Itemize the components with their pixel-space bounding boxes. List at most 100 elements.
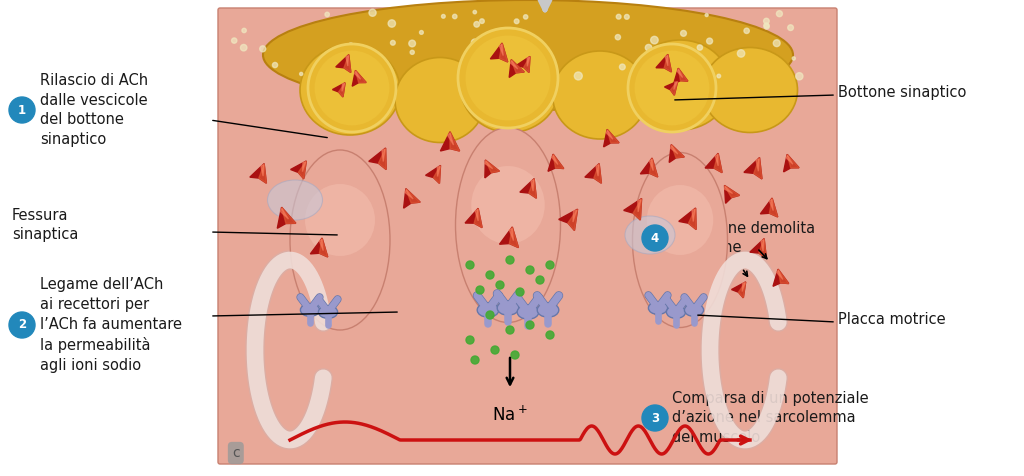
Polygon shape <box>692 209 695 221</box>
Polygon shape <box>259 164 266 183</box>
Polygon shape <box>298 161 306 178</box>
Circle shape <box>793 57 796 60</box>
Polygon shape <box>761 198 777 217</box>
Polygon shape <box>688 208 696 229</box>
Circle shape <box>574 72 583 80</box>
Ellipse shape <box>702 48 798 132</box>
Polygon shape <box>553 154 564 169</box>
Polygon shape <box>500 227 518 248</box>
Polygon shape <box>724 186 732 194</box>
Ellipse shape <box>477 303 499 317</box>
Circle shape <box>670 55 676 60</box>
Circle shape <box>508 33 515 40</box>
Polygon shape <box>731 282 745 298</box>
Polygon shape <box>528 178 537 198</box>
Polygon shape <box>516 57 530 72</box>
Polygon shape <box>725 186 739 203</box>
Polygon shape <box>671 146 678 154</box>
Polygon shape <box>336 55 351 72</box>
Polygon shape <box>510 60 518 69</box>
Polygon shape <box>714 153 722 173</box>
Circle shape <box>388 20 395 27</box>
Polygon shape <box>485 160 500 173</box>
Polygon shape <box>282 207 296 223</box>
Polygon shape <box>754 158 762 179</box>
Polygon shape <box>437 166 440 177</box>
Ellipse shape <box>395 58 485 142</box>
Polygon shape <box>484 160 500 178</box>
Circle shape <box>764 23 769 28</box>
Ellipse shape <box>267 180 323 220</box>
Polygon shape <box>715 154 718 166</box>
Polygon shape <box>649 159 653 170</box>
Polygon shape <box>787 154 799 168</box>
Polygon shape <box>769 198 777 217</box>
Polygon shape <box>674 82 677 89</box>
Circle shape <box>717 74 721 78</box>
Circle shape <box>458 28 558 128</box>
Circle shape <box>536 276 544 284</box>
Polygon shape <box>342 83 345 91</box>
Polygon shape <box>756 159 759 171</box>
Polygon shape <box>742 283 745 291</box>
Polygon shape <box>678 68 688 81</box>
Circle shape <box>690 69 693 72</box>
Ellipse shape <box>290 150 390 330</box>
Circle shape <box>506 326 514 334</box>
Circle shape <box>776 10 782 17</box>
Circle shape <box>698 59 702 63</box>
Circle shape <box>652 68 656 71</box>
Polygon shape <box>665 81 678 95</box>
Polygon shape <box>250 164 266 183</box>
Polygon shape <box>509 227 518 248</box>
Circle shape <box>390 40 395 45</box>
Text: Bottone sinaptico: Bottone sinaptico <box>838 85 967 99</box>
Circle shape <box>654 76 659 81</box>
Text: ACh viene demolita
dall’AChe: ACh viene demolita dall’AChe <box>672 220 815 256</box>
Circle shape <box>369 9 376 16</box>
Text: c: c <box>232 446 240 460</box>
Circle shape <box>764 18 769 24</box>
Polygon shape <box>302 162 306 172</box>
Polygon shape <box>607 129 620 143</box>
Polygon shape <box>761 239 764 251</box>
Circle shape <box>314 50 389 125</box>
Circle shape <box>473 10 476 14</box>
Circle shape <box>466 36 551 120</box>
Polygon shape <box>344 55 351 72</box>
Circle shape <box>486 271 494 279</box>
Polygon shape <box>509 60 524 78</box>
Circle shape <box>546 261 554 269</box>
Polygon shape <box>674 68 688 84</box>
Polygon shape <box>725 186 739 198</box>
Circle shape <box>511 351 519 359</box>
Circle shape <box>506 256 514 264</box>
Polygon shape <box>354 71 360 79</box>
Polygon shape <box>520 178 537 198</box>
Circle shape <box>507 68 511 71</box>
Circle shape <box>645 44 652 51</box>
Polygon shape <box>440 132 460 151</box>
Circle shape <box>615 35 621 40</box>
Polygon shape <box>573 210 577 222</box>
Circle shape <box>787 25 794 30</box>
Circle shape <box>514 19 519 24</box>
Polygon shape <box>666 55 668 66</box>
Polygon shape <box>638 199 641 212</box>
Circle shape <box>616 14 621 19</box>
Polygon shape <box>679 208 696 229</box>
Text: Placca motrice: Placca motrice <box>838 313 945 327</box>
Polygon shape <box>656 54 672 72</box>
Polygon shape <box>596 165 599 176</box>
Polygon shape <box>369 148 386 169</box>
Polygon shape <box>355 70 367 83</box>
FancyBboxPatch shape <box>218 8 837 464</box>
Circle shape <box>697 45 702 50</box>
Polygon shape <box>677 69 683 78</box>
Circle shape <box>650 36 658 44</box>
Circle shape <box>360 49 365 53</box>
Ellipse shape <box>625 216 675 254</box>
Polygon shape <box>706 153 722 173</box>
Ellipse shape <box>456 128 560 323</box>
Polygon shape <box>640 158 657 177</box>
